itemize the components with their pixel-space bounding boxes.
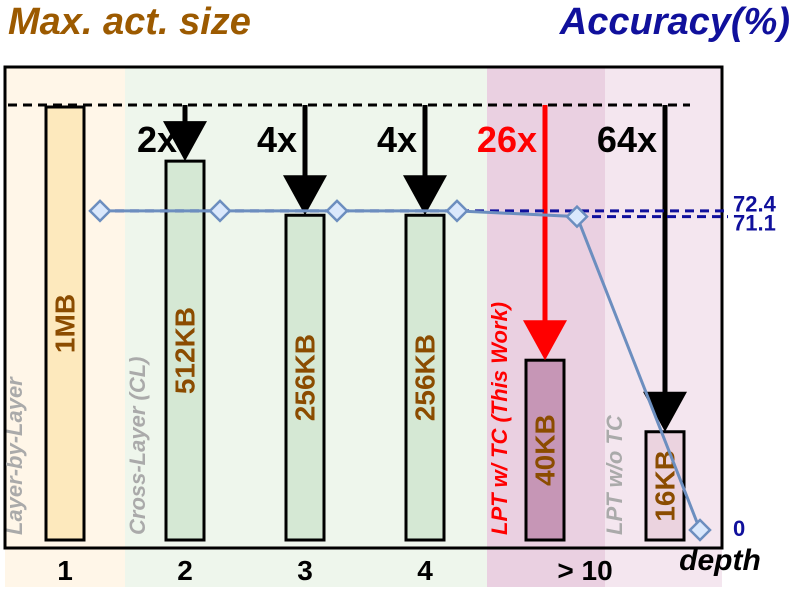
accuracy-marker: [88, 199, 112, 223]
reduction-label: 64x: [597, 119, 657, 160]
accuracy-marker: [325, 199, 349, 223]
bar: [404, 213, 446, 542]
y2-tick-label: 72.4: [733, 192, 777, 217]
reduction-label: 4x: [377, 119, 417, 160]
bar-value-label: 16KB: [650, 450, 681, 522]
y2-title: Accuracy(%): [559, 1, 790, 43]
region-label: LPT w/o TC: [602, 414, 627, 535]
x-tick-label: 3: [297, 555, 313, 586]
bar-value-label: 40KB: [530, 414, 561, 486]
accuracy-marker: [688, 518, 712, 542]
bar: [524, 358, 566, 542]
reduction-label: 26x: [477, 119, 537, 160]
reduction-label: 2x: [137, 119, 177, 160]
x-tick-label: 4: [417, 555, 433, 586]
chart-title: Max. act. size: [8, 1, 251, 43]
plot-frame: [3, 65, 724, 550]
y2-tick-label: 0: [733, 516, 745, 541]
arrow-head: [523, 320, 567, 361]
x-tick-label: 1: [57, 555, 73, 586]
bar-value-label: 512KB: [170, 307, 201, 394]
accuracy-marker: [208, 199, 232, 223]
bar: [44, 105, 86, 542]
bar: [284, 213, 326, 542]
reduction-label: 4x: [257, 119, 297, 160]
accuracy-marker: [565, 204, 589, 229]
x-tick-label: > 10: [557, 555, 612, 586]
arrow-head: [163, 121, 207, 162]
arrow-head: [403, 175, 447, 216]
bar-value-label: 1MB: [50, 294, 81, 353]
y2-tick-label: 71.1: [733, 210, 776, 235]
arrow-head: [643, 391, 687, 432]
x-tick-label: 2: [177, 555, 193, 586]
bar-value-label: 256KB: [410, 334, 441, 421]
region-label: Cross-Layer (CL): [125, 357, 150, 535]
accuracy-marker: [445, 199, 469, 223]
accuracy-line: [100, 209, 702, 531]
bar: [644, 430, 686, 542]
region-label: LPT w/ TC (This Work): [487, 302, 512, 535]
region-label: Layer-by-Layer: [2, 376, 27, 535]
arrow-head: [283, 175, 327, 216]
bar-value-label: 256KB: [290, 334, 321, 421]
